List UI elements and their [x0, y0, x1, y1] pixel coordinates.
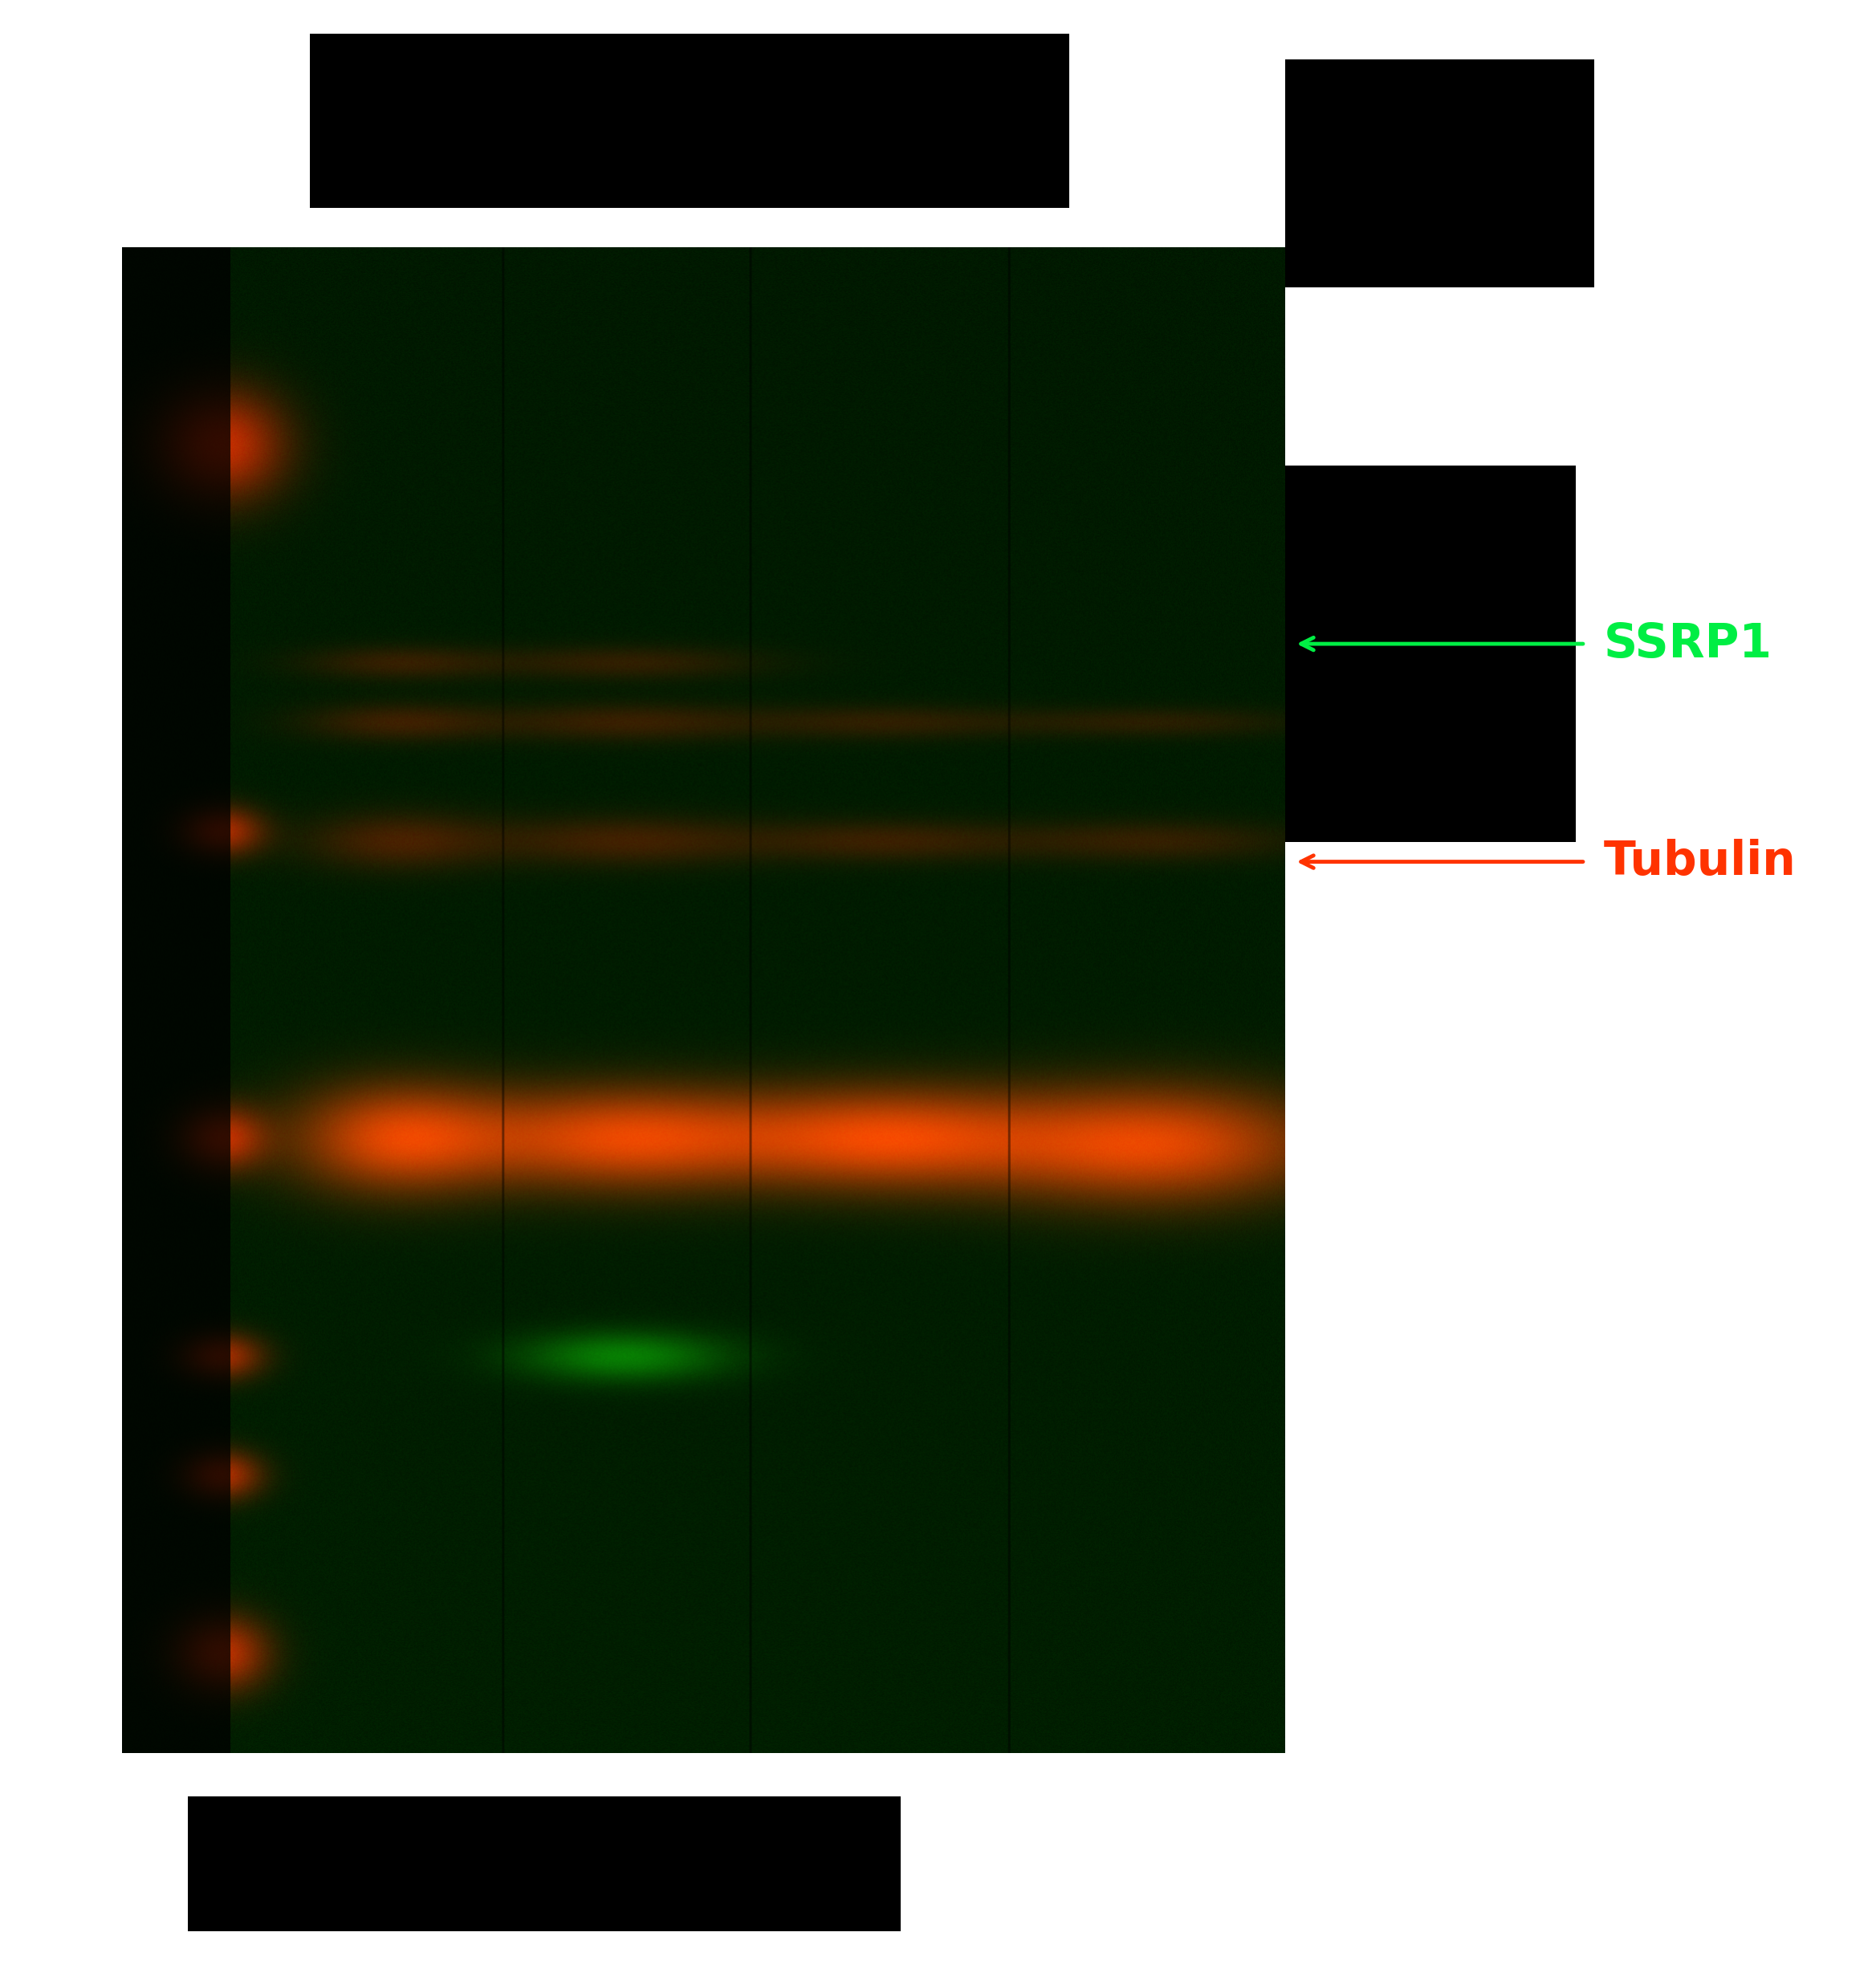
Bar	[1285, 59, 1595, 287]
Text: SSRP1: SSRP1	[1604, 620, 1773, 668]
Bar	[310, 34, 1069, 208]
Bar	[1285, 466, 1576, 842]
Bar	[188, 1797, 900, 1931]
Text: Tubulin: Tubulin	[1604, 838, 1797, 886]
